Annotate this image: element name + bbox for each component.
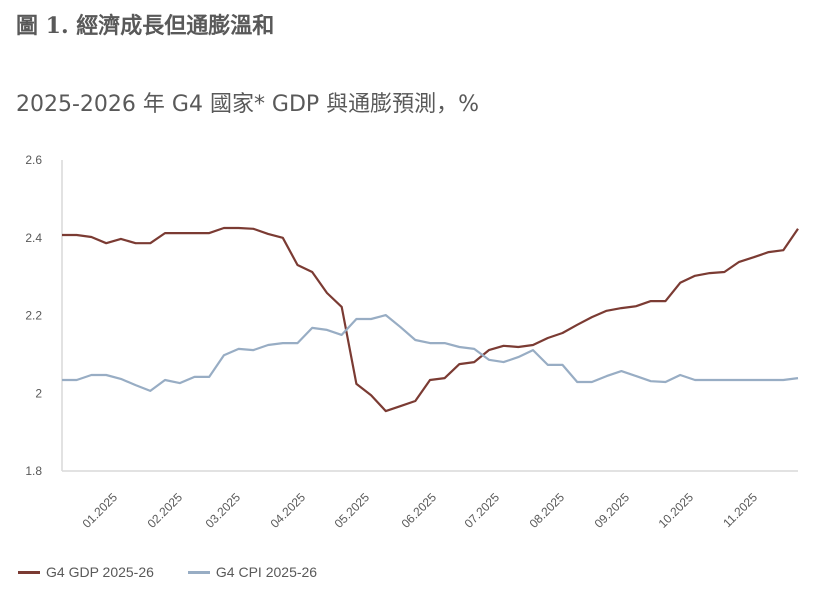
x-tick-label: 01.2025 <box>80 490 121 531</box>
legend: G4 GDP 2025-26 G4 CPI 2025-26 <box>18 564 317 580</box>
legend-item-cpi: G4 CPI 2025-26 <box>187 564 318 580</box>
x-tick-label: 08.2025 <box>527 490 568 531</box>
figure-title: 圖 1. 經濟成長但通膨溫和 <box>16 13 275 39</box>
chart-subtitle: 2025-2026 年 G4 國家* GDP 與通膨預測，% <box>16 92 480 117</box>
x-tick-label: 10.2025 <box>656 490 697 531</box>
y-tick-label: 2 <box>35 386 42 400</box>
x-tick-label: 09.2025 <box>592 490 633 531</box>
x-tick-label: 11.2025 <box>720 490 760 530</box>
y-tick-label: 2.2 <box>25 309 42 323</box>
legend-label-cpi: G4 CPI 2025-26 <box>215 564 318 580</box>
y-tick-label: 1.8 <box>25 464 42 478</box>
x-tick-label: 04.2025 <box>268 490 309 531</box>
y-tick-label: 2.6 <box>25 153 42 167</box>
y-tick-label: 2.4 <box>25 231 42 245</box>
legend-swatch-gdp <box>18 570 40 574</box>
cpi-series-line <box>62 314 799 392</box>
x-tick-label: 02.2025 <box>145 490 186 531</box>
x-tick-label: 06.2025 <box>399 490 440 531</box>
x-tick-label: 07.2025 <box>462 490 503 531</box>
x-tick-label: 05.2025 <box>332 490 373 531</box>
legend-swatch-cpi <box>187 570 210 574</box>
legend-label-gdp: G4 GDP 2025-26 <box>46 564 154 580</box>
legend-item-gdp: G4 GDP 2025-26 <box>18 564 154 580</box>
gdp-series-line <box>62 226 799 413</box>
x-tick-label: 03.2025 <box>203 490 244 531</box>
